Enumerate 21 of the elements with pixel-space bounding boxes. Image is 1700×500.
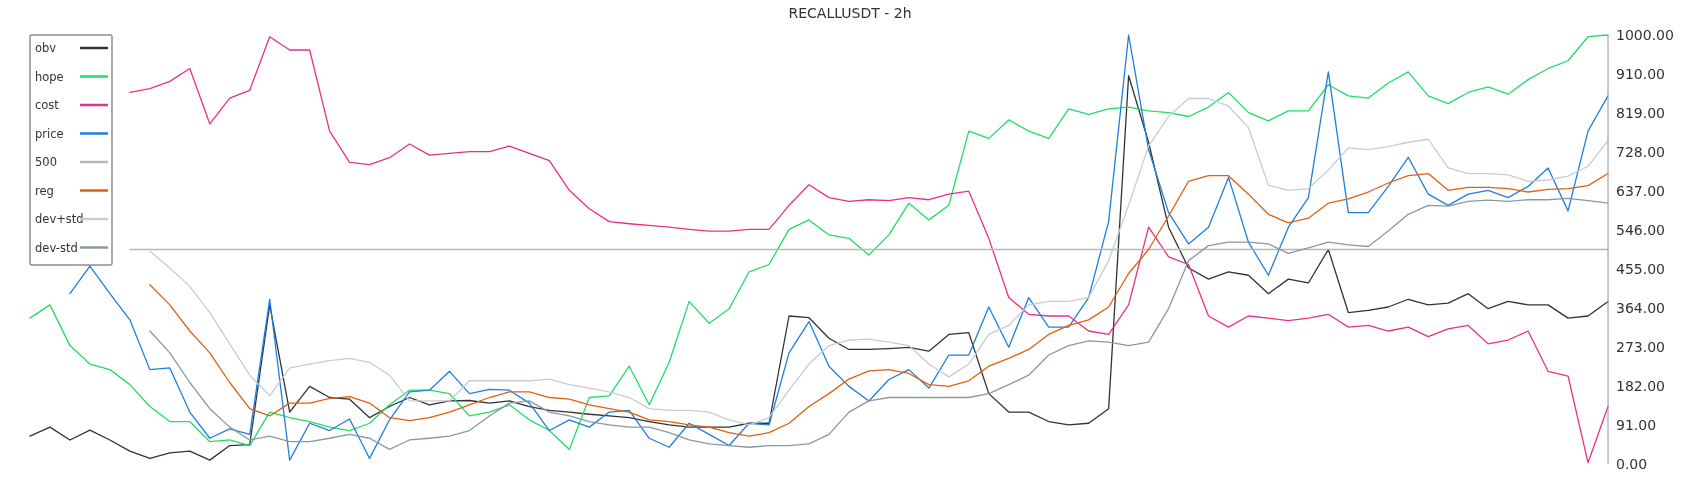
legend-label: 500 bbox=[35, 155, 57, 170]
legend-label: dev+std bbox=[35, 212, 84, 227]
y-tick-label: 455.00 bbox=[1616, 260, 1665, 277]
legend-label: cost bbox=[35, 98, 60, 113]
y-tick-label: 728.00 bbox=[1616, 143, 1665, 160]
legend-label: price bbox=[35, 126, 64, 141]
legend-label: reg bbox=[35, 183, 54, 198]
y-tick-label: 0.00 bbox=[1616, 455, 1648, 472]
y-tick-label: 91.00 bbox=[1616, 416, 1657, 433]
y-tick-label: 910.00 bbox=[1616, 65, 1665, 82]
y-tick-label: 819.00 bbox=[1616, 104, 1665, 121]
chart-title: RECALLUSDT - 2h bbox=[788, 5, 912, 21]
legend-label: obv bbox=[35, 41, 57, 56]
legend-label: dev-std bbox=[35, 240, 78, 255]
y-tick-label: 546.00 bbox=[1616, 221, 1665, 238]
legend-label: hope bbox=[35, 69, 64, 84]
y-tick-label: 182.00 bbox=[1616, 377, 1665, 394]
y-tick-label: 637.00 bbox=[1616, 182, 1665, 199]
y-tick-label: 364.00 bbox=[1616, 299, 1665, 316]
y-tick-label: 1000.00 bbox=[1616, 26, 1674, 43]
y-tick-label: 273.00 bbox=[1616, 338, 1665, 355]
